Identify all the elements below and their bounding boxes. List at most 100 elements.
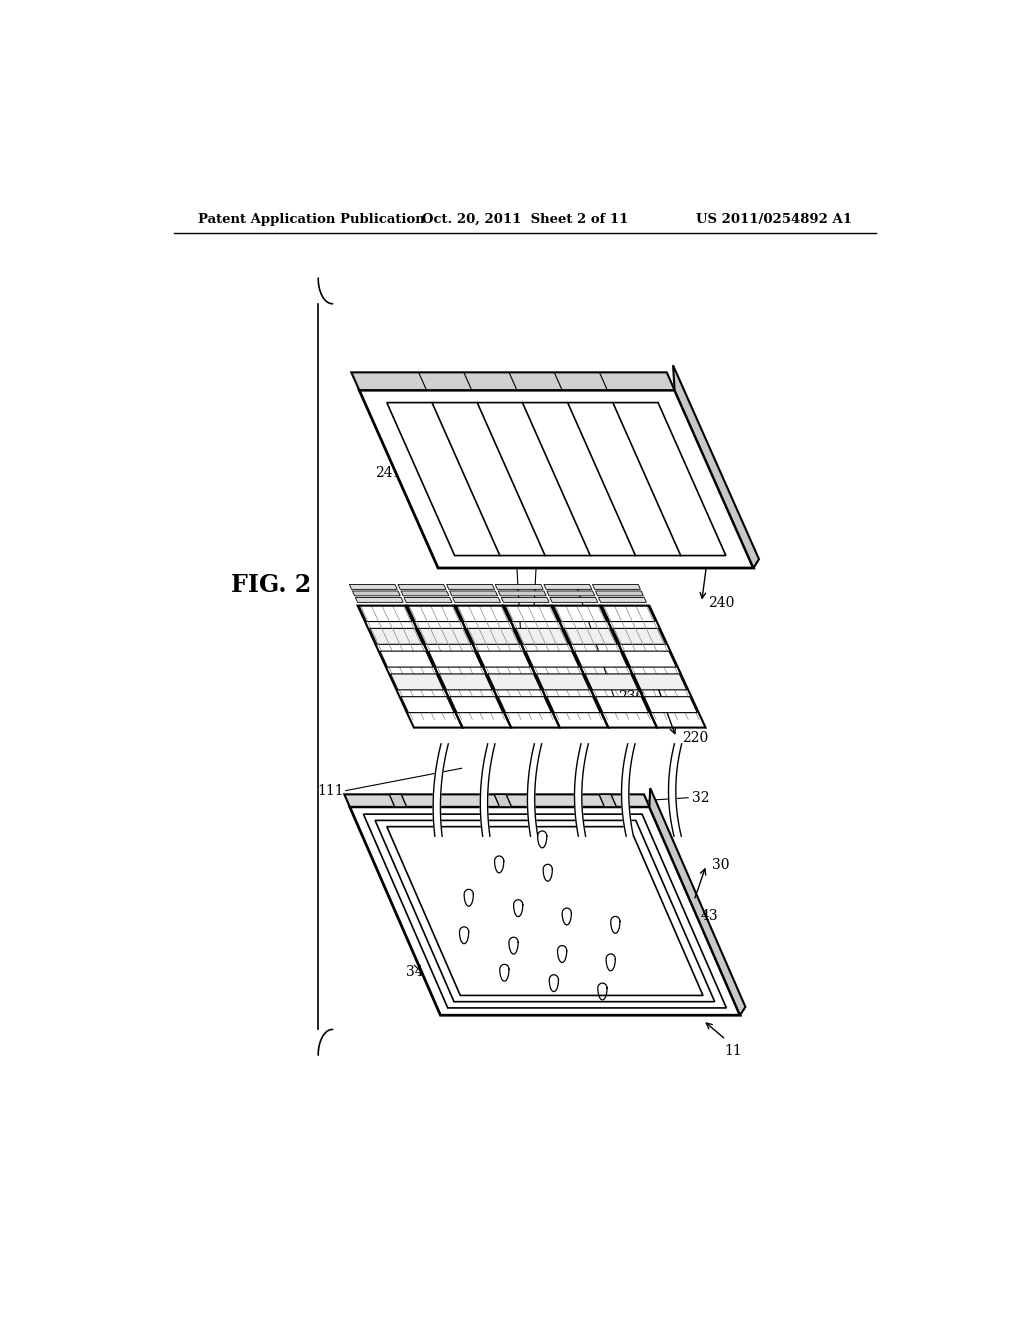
Polygon shape xyxy=(446,585,495,589)
Polygon shape xyxy=(673,366,759,568)
Polygon shape xyxy=(487,675,541,690)
Polygon shape xyxy=(557,945,566,962)
Text: Patent Application Publication: Patent Application Publication xyxy=(198,213,424,226)
Polygon shape xyxy=(450,697,503,713)
Polygon shape xyxy=(564,628,617,644)
Polygon shape xyxy=(527,744,542,837)
Polygon shape xyxy=(450,591,498,595)
Polygon shape xyxy=(477,651,530,667)
Polygon shape xyxy=(433,744,449,837)
Polygon shape xyxy=(457,606,509,622)
Polygon shape xyxy=(389,795,407,807)
Text: 240: 240 xyxy=(708,595,734,610)
Text: 30: 30 xyxy=(713,858,730,871)
Polygon shape xyxy=(585,675,638,690)
Polygon shape xyxy=(547,591,595,595)
Polygon shape xyxy=(644,697,697,713)
Text: US 2011/0254892 A1: US 2011/0254892 A1 xyxy=(696,213,852,226)
Polygon shape xyxy=(480,744,495,837)
Polygon shape xyxy=(375,821,715,1002)
Text: 220: 220 xyxy=(682,731,709,744)
Polygon shape xyxy=(464,890,473,907)
Polygon shape xyxy=(669,744,682,837)
Polygon shape xyxy=(398,585,445,589)
Polygon shape xyxy=(370,628,423,644)
Polygon shape xyxy=(634,675,687,690)
Text: 230: 230 xyxy=(617,690,644,704)
Polygon shape xyxy=(509,937,518,954)
Polygon shape xyxy=(574,651,628,667)
Polygon shape xyxy=(538,832,547,847)
Polygon shape xyxy=(418,628,471,644)
Polygon shape xyxy=(390,675,443,690)
Polygon shape xyxy=(624,651,676,667)
Text: 34: 34 xyxy=(406,965,423,978)
Polygon shape xyxy=(401,591,449,595)
Polygon shape xyxy=(505,606,558,622)
Text: 111: 111 xyxy=(316,784,343,797)
Polygon shape xyxy=(606,954,615,970)
Polygon shape xyxy=(602,606,655,622)
Polygon shape xyxy=(495,855,504,873)
Text: 241: 241 xyxy=(375,466,401,480)
Text: 242: 242 xyxy=(524,631,551,645)
Polygon shape xyxy=(622,744,635,837)
Polygon shape xyxy=(598,598,646,602)
Text: 11: 11 xyxy=(724,1044,742,1057)
Polygon shape xyxy=(649,788,745,1015)
Polygon shape xyxy=(547,697,600,713)
Polygon shape xyxy=(499,591,546,595)
Polygon shape xyxy=(350,807,740,1015)
Polygon shape xyxy=(543,865,552,882)
Polygon shape xyxy=(550,598,598,602)
Polygon shape xyxy=(593,585,640,589)
Polygon shape xyxy=(537,675,590,690)
Text: 32: 32 xyxy=(692,791,710,805)
Polygon shape xyxy=(387,403,726,556)
Polygon shape xyxy=(526,651,579,667)
Polygon shape xyxy=(495,795,512,807)
Polygon shape xyxy=(549,974,558,991)
Polygon shape xyxy=(500,965,509,981)
Polygon shape xyxy=(404,598,452,602)
Polygon shape xyxy=(496,585,543,589)
Polygon shape xyxy=(612,628,666,644)
Polygon shape xyxy=(408,606,461,622)
Polygon shape xyxy=(544,585,592,589)
Polygon shape xyxy=(401,697,454,713)
Polygon shape xyxy=(501,598,549,602)
Polygon shape xyxy=(499,697,551,713)
Polygon shape xyxy=(349,585,397,589)
Text: 244: 244 xyxy=(538,610,564,624)
Text: 35: 35 xyxy=(510,970,527,985)
Polygon shape xyxy=(359,606,412,622)
Polygon shape xyxy=(610,916,620,933)
Polygon shape xyxy=(596,591,643,595)
Polygon shape xyxy=(387,826,703,995)
Polygon shape xyxy=(460,927,469,944)
Polygon shape xyxy=(359,391,754,568)
Polygon shape xyxy=(515,628,568,644)
Text: FIG. 2: FIG. 2 xyxy=(231,573,311,597)
Polygon shape xyxy=(344,795,649,807)
Text: Oct. 20, 2011  Sheet 2 of 11: Oct. 20, 2011 Sheet 2 of 11 xyxy=(422,213,628,226)
Polygon shape xyxy=(355,598,403,602)
Text: 245: 245 xyxy=(466,438,493,451)
Polygon shape xyxy=(599,795,616,807)
Polygon shape xyxy=(352,591,400,595)
Polygon shape xyxy=(574,744,589,837)
Polygon shape xyxy=(429,651,481,667)
Polygon shape xyxy=(380,651,433,667)
Polygon shape xyxy=(596,697,648,713)
Polygon shape xyxy=(554,606,606,622)
Polygon shape xyxy=(364,814,726,1008)
Polygon shape xyxy=(453,598,501,602)
Polygon shape xyxy=(467,628,520,644)
Polygon shape xyxy=(351,372,675,391)
Polygon shape xyxy=(514,900,523,916)
Polygon shape xyxy=(562,908,571,925)
Polygon shape xyxy=(439,675,493,690)
Polygon shape xyxy=(598,983,607,1001)
Text: 31: 31 xyxy=(465,957,482,972)
Text: 43: 43 xyxy=(700,908,718,923)
